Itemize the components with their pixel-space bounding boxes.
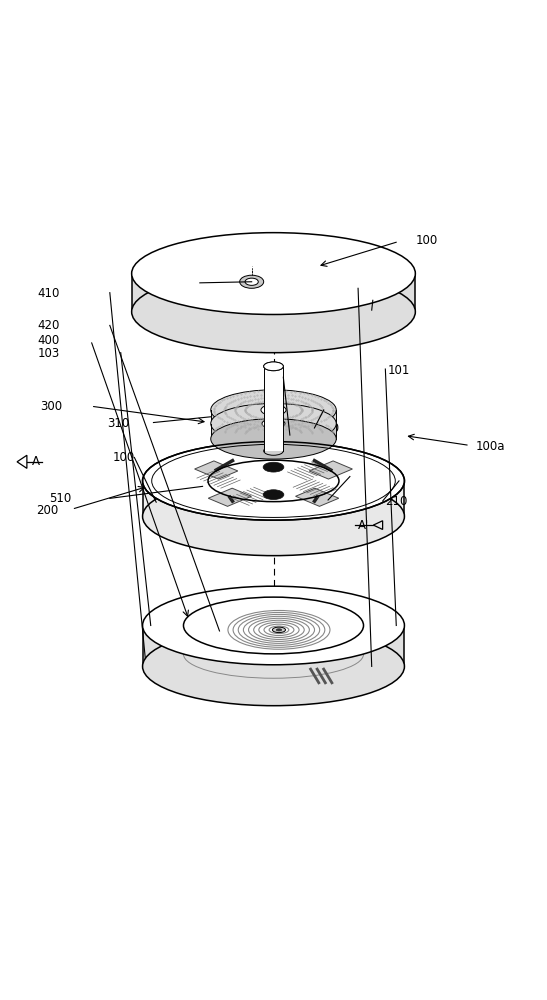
- Text: A: A: [32, 455, 40, 468]
- Ellipse shape: [276, 629, 282, 631]
- Ellipse shape: [264, 447, 283, 455]
- Ellipse shape: [263, 490, 284, 500]
- Ellipse shape: [132, 271, 415, 353]
- Text: 410: 410: [38, 287, 60, 300]
- Ellipse shape: [264, 362, 283, 371]
- Text: 400: 400: [38, 334, 60, 347]
- Ellipse shape: [211, 390, 336, 430]
- Text: 120: 120: [361, 282, 383, 295]
- Polygon shape: [208, 488, 252, 506]
- Polygon shape: [143, 481, 404, 516]
- Text: X: X: [265, 274, 274, 287]
- Text: 300: 300: [40, 400, 62, 413]
- Text: A': A': [358, 519, 369, 532]
- Text: 101: 101: [388, 364, 410, 377]
- Polygon shape: [309, 461, 352, 479]
- Ellipse shape: [261, 405, 286, 415]
- Polygon shape: [195, 461, 238, 479]
- Ellipse shape: [143, 442, 404, 520]
- Ellipse shape: [264, 362, 283, 371]
- Ellipse shape: [267, 441, 280, 446]
- Text: 200: 200: [36, 504, 59, 517]
- Text: 220: 220: [353, 471, 375, 484]
- Ellipse shape: [132, 233, 415, 314]
- Text: 310: 310: [107, 417, 129, 430]
- Text: 320: 320: [293, 429, 315, 442]
- Text: 210: 210: [385, 495, 408, 508]
- Text: 510: 510: [49, 492, 71, 505]
- Ellipse shape: [245, 278, 258, 285]
- Ellipse shape: [183, 597, 364, 654]
- Polygon shape: [295, 488, 339, 506]
- Text: 110: 110: [382, 305, 405, 318]
- Ellipse shape: [143, 627, 404, 706]
- Ellipse shape: [211, 403, 336, 444]
- Text: 103: 103: [38, 347, 60, 360]
- Text: 100: 100: [113, 451, 135, 464]
- Polygon shape: [143, 625, 404, 666]
- Text: 420: 420: [38, 319, 60, 332]
- Ellipse shape: [211, 419, 336, 459]
- Ellipse shape: [272, 627, 286, 633]
- Text: 330: 330: [317, 422, 339, 435]
- Ellipse shape: [240, 275, 264, 288]
- Polygon shape: [132, 274, 415, 312]
- Polygon shape: [208, 481, 339, 504]
- Text: 102: 102: [149, 276, 171, 289]
- Polygon shape: [264, 366, 283, 451]
- Polygon shape: [211, 424, 336, 439]
- Ellipse shape: [262, 419, 285, 429]
- Text: 100: 100: [415, 234, 438, 247]
- Ellipse shape: [143, 586, 404, 665]
- Polygon shape: [211, 410, 336, 424]
- Text: 100a: 100a: [475, 440, 505, 453]
- Ellipse shape: [143, 477, 404, 556]
- Ellipse shape: [263, 462, 284, 472]
